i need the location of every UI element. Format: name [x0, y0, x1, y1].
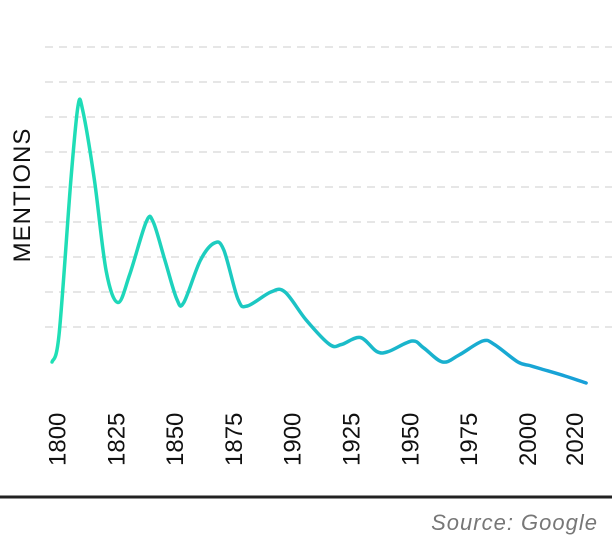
source: Source: Google — [431, 510, 598, 535]
x-tick-label: 2020 — [562, 413, 589, 466]
x-tick-label: 1975 — [456, 413, 483, 466]
y-axis-label: MENTIONS — [9, 128, 36, 263]
x-tick-label: 1950 — [397, 413, 424, 466]
x-tick-label: 1850 — [162, 413, 189, 466]
line — [50, 97, 588, 385]
x-tick-label: 1925 — [339, 413, 366, 466]
x-tick-label: 1825 — [103, 413, 130, 466]
x-tick-label: 1900 — [280, 413, 307, 466]
x-tick-label: 1800 — [44, 413, 71, 466]
x-tick-label: 2000 — [515, 413, 542, 466]
x-tick-label: 1875 — [221, 413, 248, 466]
